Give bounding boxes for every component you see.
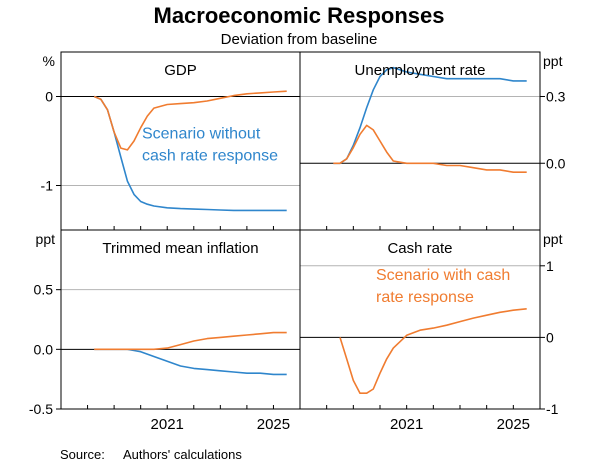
unemployment-rate-unit-right: ppt (543, 53, 563, 69)
trimmed-mean-inflation-left-tick-label: 0.0 (34, 341, 54, 357)
source-label: Source: (60, 447, 105, 462)
gdp-annotation-label: Scenario without (142, 125, 261, 142)
cash-rate-right-tick-label: 1 (546, 258, 554, 274)
source-text: Authors' calculations (123, 447, 242, 462)
cash-rate-annotation-label: rate response (376, 289, 474, 306)
unemployment-rate-right-tick-label: 0.0 (546, 155, 566, 171)
gdp-unit-left: % (43, 53, 55, 69)
cash-rate-right-tick-label: -1 (546, 401, 559, 417)
trimmed-mean-inflation-left-tick-label: -0.5 (29, 401, 53, 417)
trimmed-mean-inflation-series-with-cash-rate-response-line (94, 331, 287, 351)
cash-rate-x-tick-label: 2025 (497, 416, 530, 433)
unemployment-rate-panel-title: Unemployment rate (355, 62, 486, 79)
cash-rate-series-with-cash-rate-response-line (339, 308, 527, 394)
gdp-panel-title: GDP (164, 62, 197, 79)
chart-subtitle: Deviation from baseline (221, 31, 378, 48)
trimmed-mean-inflation-x-tick-label: 2025 (257, 416, 290, 433)
trimmed-mean-inflation-x-tick-label: 2021 (151, 416, 184, 433)
plot-layer: GDP 0 -1% Scenario without cash rate respons… (29, 53, 566, 433)
cash-rate-right-tick-label: 0 (546, 329, 554, 345)
unemployment-rate-series-with-cash-rate-response-line (333, 124, 527, 173)
gdp-left-tick-label: 0 (45, 89, 53, 105)
cash-rate-x-tick-label: 2021 (390, 416, 423, 433)
gdp-annotation-label: cash rate response (142, 147, 278, 164)
cash-rate-panel-title: Cash rate (387, 240, 452, 257)
unemployment-rate-series-without-cash-rate-response-line (333, 66, 527, 165)
cash-rate-annotation-label: Scenario with cash (376, 267, 510, 284)
trimmed-mean-inflation-left-tick-label: 0.5 (34, 282, 54, 298)
cash-rate-unit-right: ppt (543, 231, 563, 247)
gdp-series-with-cash-rate-response-line (93, 90, 287, 151)
gdp-left-tick-label: -1 (41, 178, 54, 194)
trimmed-mean-inflation-panel-title: Trimmed mean inflation (102, 240, 258, 257)
trimmed-mean-inflation-unit-left: ppt (36, 231, 56, 247)
unemployment-rate-right-tick-label: 0.3 (546, 89, 566, 105)
chart-title: Macroeconomic Responses (154, 3, 445, 28)
